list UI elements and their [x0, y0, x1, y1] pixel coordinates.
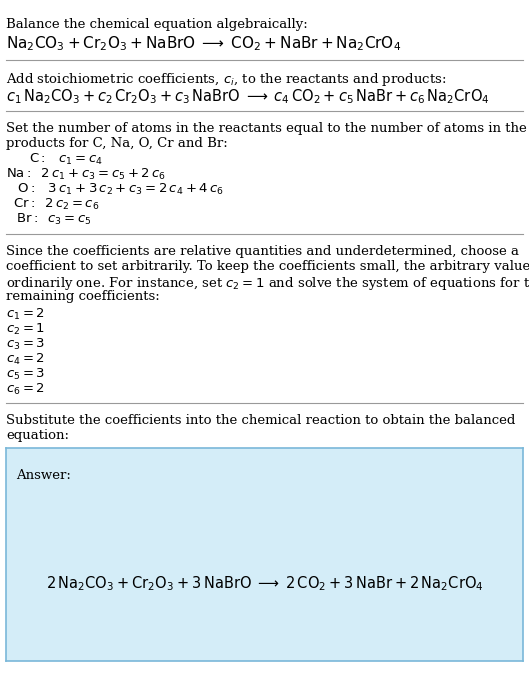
Text: $\mathrm{Br:}\;\; c_3 = c_5$: $\mathrm{Br:}\;\; c_3 = c_5$	[16, 212, 92, 227]
Text: $c_6 = 2$: $c_6 = 2$	[6, 382, 45, 397]
Text: Set the number of atoms in the reactants equal to the number of atoms in the: Set the number of atoms in the reactants…	[6, 122, 527, 135]
Text: equation:: equation:	[6, 429, 69, 442]
Text: $c_3 = 3$: $c_3 = 3$	[6, 337, 45, 352]
Text: $\mathrm{Na_2CO_3 + Cr_2O_3 + NaBrO \;\longrightarrow\; CO_2 + NaBr + Na_2CrO_4}: $\mathrm{Na_2CO_3 + Cr_2O_3 + NaBrO \;\l…	[6, 34, 402, 53]
Text: remaining coefficients:: remaining coefficients:	[6, 290, 160, 303]
Text: $c_2 = 1$: $c_2 = 1$	[6, 322, 45, 337]
Text: $c_4 = 2$: $c_4 = 2$	[6, 352, 45, 367]
Text: Balance the chemical equation algebraically:: Balance the chemical equation algebraica…	[6, 18, 308, 31]
Text: $c_1 = 2$: $c_1 = 2$	[6, 306, 45, 322]
Text: Substitute the coefficients into the chemical reaction to obtain the balanced: Substitute the coefficients into the che…	[6, 414, 516, 427]
Text: coefficient to set arbitrarily. To keep the coefficients small, the arbitrary va: coefficient to set arbitrarily. To keep …	[6, 260, 529, 273]
Text: products for C, Na, O, Cr and Br:: products for C, Na, O, Cr and Br:	[6, 137, 228, 150]
Text: $c_1\,\mathrm{Na_2CO_3} + c_2\,\mathrm{Cr_2O_3} + c_3\,\mathrm{NaBrO} \;\longrig: $c_1\,\mathrm{Na_2CO_3} + c_2\,\mathrm{C…	[6, 87, 490, 106]
Text: Answer:: Answer:	[16, 469, 71, 482]
Text: Add stoichiometric coefficients, $c_i$, to the reactants and products:: Add stoichiometric coefficients, $c_i$, …	[6, 71, 446, 88]
Text: $\mathrm{Na:}\;\; 2\,c_1 + c_3 = c_5 + 2\,c_6$: $\mathrm{Na:}\;\; 2\,c_1 + c_3 = c_5 + 2…	[6, 167, 166, 182]
Text: Since the coefficients are relative quantities and underdetermined, choose a: Since the coefficients are relative quan…	[6, 245, 519, 258]
Text: $\mathrm{Cr:}\;\; 2\,c_2 = c_6$: $\mathrm{Cr:}\;\; 2\,c_2 = c_6$	[13, 197, 99, 212]
Text: ordinarily one. For instance, set $c_2 = 1$ and solve the system of equations fo: ordinarily one. For instance, set $c_2 =…	[6, 275, 529, 292]
Text: $c_5 = 3$: $c_5 = 3$	[6, 367, 45, 382]
Text: $2\,\mathrm{Na_2CO_3} + \mathrm{Cr_2O_3} + 3\,\mathrm{NaBrO} \;\longrightarrow\;: $2\,\mathrm{Na_2CO_3} + \mathrm{Cr_2O_3}…	[45, 574, 484, 594]
Text: $\mathrm{C:}\;\;\; c_1 = c_4$: $\mathrm{C:}\;\;\; c_1 = c_4$	[29, 152, 103, 167]
Text: $\mathrm{O:}\;\;\; 3\,c_1 + 3\,c_2 + c_3 = 2\,c_4 + 4\,c_6$: $\mathrm{O:}\;\;\; 3\,c_1 + 3\,c_2 + c_3…	[17, 182, 224, 197]
